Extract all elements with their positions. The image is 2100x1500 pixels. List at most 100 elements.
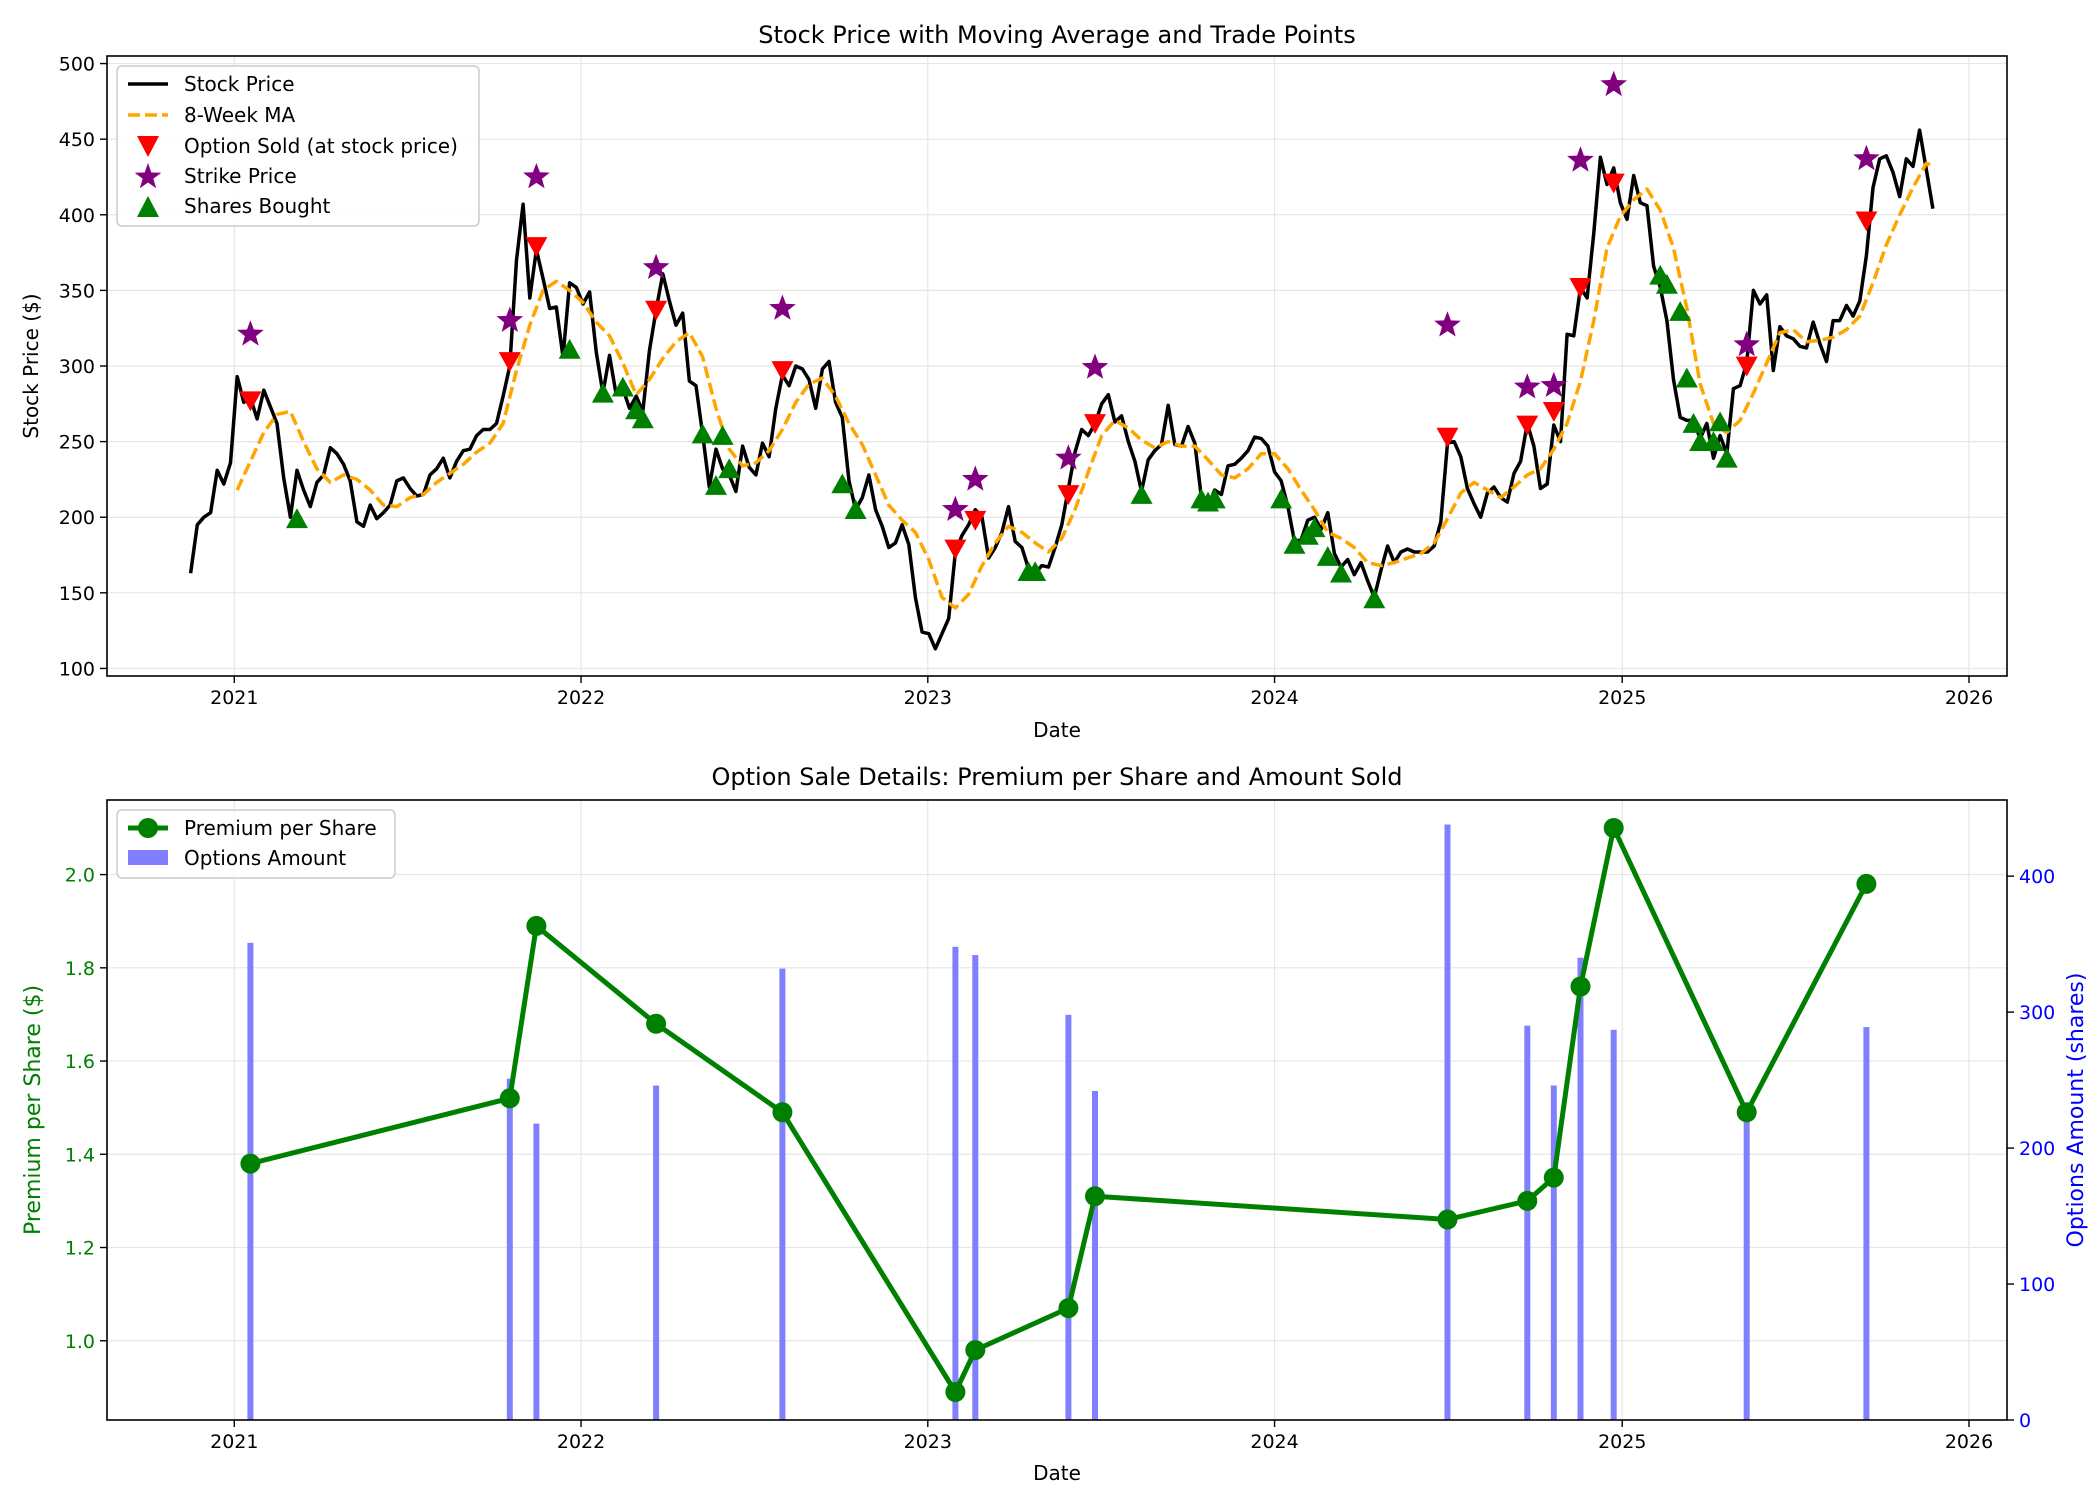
y-tick-label: 2.0: [65, 865, 95, 887]
legend-label-price: Stock Price: [184, 72, 295, 96]
shares-bought-marker: [1316, 546, 1339, 566]
strike-price-marker: [1055, 444, 1082, 470]
premium-point: [945, 1382, 966, 1402]
strike-price-marker: [642, 253, 670, 279]
strike-price-marker: [1081, 353, 1109, 379]
y-tick-label: 1.4: [65, 1144, 95, 1166]
x-tick-label: 2022: [557, 687, 605, 709]
strike-price-marker: [1540, 371, 1568, 397]
shares-bought-marker: [631, 408, 654, 429]
options-amount-bar: [533, 1123, 540, 1420]
y-tick-label: 450: [59, 129, 95, 151]
options-amount-bar: [1524, 1025, 1531, 1420]
options-amount-bar: [1550, 1085, 1557, 1420]
shares-bought-marker: [704, 475, 727, 495]
shares-bought-marker: [1709, 411, 1732, 432]
shares-bought-marker: [718, 458, 741, 479]
legend: Premium per Share Options Amount: [116, 809, 396, 879]
shares-bought-marker: [1303, 517, 1326, 538]
option-sold-marker: [1855, 211, 1878, 232]
premium-line: [240, 818, 1877, 1402]
strike-price-marker: [1733, 330, 1760, 357]
options-amount-bar: [1610, 1029, 1617, 1420]
x-axis-label: Date: [1033, 718, 1081, 742]
shares-bought-marker: [1203, 488, 1226, 509]
x-tick-label: 2024: [1250, 687, 1298, 709]
option-sold-marker: [964, 510, 987, 531]
x-tick-label: 2025: [1598, 1431, 1646, 1453]
option-sold-marker: [1516, 415, 1539, 436]
x-tick-label: 2026: [1945, 1431, 1993, 1453]
shares-bought-marker: [1024, 561, 1047, 582]
strike-price-marker: [942, 495, 969, 521]
y-tick-label: 250: [59, 432, 95, 454]
y-right-tick-label: 300: [2019, 1002, 2055, 1024]
x-tick-label: 2026: [1945, 687, 1993, 709]
x-axis: 2021 2022 2023 2024 2025 2026: [210, 1420, 1993, 1453]
options-amount-bar: [779, 968, 786, 1420]
legend-label-premium: Premium per Share: [184, 816, 377, 840]
legend: Stock Price 8-Week MA Option Sold (at st…: [116, 65, 480, 227]
premium-per-share-line: [249, 825, 1869, 1395]
y-tick-label: 150: [59, 583, 95, 605]
axes-frame: [106, 799, 2008, 1421]
legend-marker-option-sold: [137, 136, 159, 157]
shares-bought-marker: [286, 508, 308, 529]
shares-bought-marker: [1669, 301, 1692, 321]
strike-price-marker: [1853, 144, 1880, 171]
option-sold-marker: [1569, 278, 1592, 298]
premium-point: [240, 1153, 261, 1174]
option-sold-marker: [645, 300, 668, 321]
premium-point: [772, 1102, 793, 1123]
moving-average-line: [235, 161, 1934, 610]
x-tick-label: 2024: [1250, 1431, 1298, 1453]
shares-bought-marker: [1682, 413, 1705, 433]
premium-point: [499, 1088, 520, 1109]
premium-point: [646, 1013, 667, 1034]
option-sold-marker: [1735, 356, 1758, 377]
y-axis-left: 1.0 1.2 1.4 1.6 1.8 2.0: [65, 865, 107, 1353]
option-sold-marker: [1057, 485, 1080, 505]
shares-bought-marker: [591, 382, 614, 403]
plot-area: [188, 70, 1935, 651]
option-sold-marker: [1436, 427, 1459, 448]
x-tick-label: 2025: [1598, 687, 1646, 709]
shares-bought-marker: [1283, 533, 1306, 554]
y-tick-label: 1.2: [65, 1238, 95, 1260]
premium-point: [526, 915, 547, 936]
shares-bought-marker: [711, 425, 734, 445]
x-axis: 2021 2022 2023 2024 2025 2026: [210, 676, 1993, 709]
premium-point: [1517, 1190, 1538, 1211]
options-amount-bars: [247, 824, 1870, 1420]
y-right-tick-label: 100: [2019, 1274, 2055, 1296]
strike-price-marker: [1567, 146, 1594, 172]
options-amount-bar: [972, 955, 979, 1420]
shares-bought-marker: [1675, 367, 1698, 388]
strike-price-marker: [962, 465, 989, 491]
grid: [107, 800, 2007, 1420]
shares-bought-marker: [558, 338, 581, 359]
shares-bought-marker: [1655, 273, 1678, 294]
x-tick-label: 2023: [904, 1431, 952, 1453]
shares-bought-marker: [831, 473, 854, 494]
option-sold-marker: [1084, 414, 1106, 434]
y-right-tick-label: 0: [2019, 1410, 2031, 1432]
legend-label-bought: Shares Bought: [184, 194, 330, 218]
option-sold-marker: [1542, 402, 1565, 422]
legend-box: [116, 809, 396, 879]
strike-price-marker: [237, 320, 264, 346]
y-tick-label: 350: [59, 280, 95, 302]
legend-marker-strike: [134, 163, 162, 189]
shares-bought-marker: [691, 423, 714, 444]
y-axis-label-left: Premium per Share ($): [21, 985, 46, 1235]
chart-title: Option Sale Details: Premium per Share a…: [712, 763, 1403, 791]
premium-point: [1085, 1186, 1105, 1207]
y-tick-label: 1.6: [65, 1051, 95, 1073]
options-amount-bar: [1577, 957, 1584, 1420]
y-tick-label: 500: [59, 54, 95, 76]
premium-point: [1058, 1298, 1079, 1319]
shares-bought-marker: [1270, 488, 1293, 509]
shares-bought-marker: [1702, 431, 1725, 451]
premium-point: [1437, 1209, 1458, 1230]
